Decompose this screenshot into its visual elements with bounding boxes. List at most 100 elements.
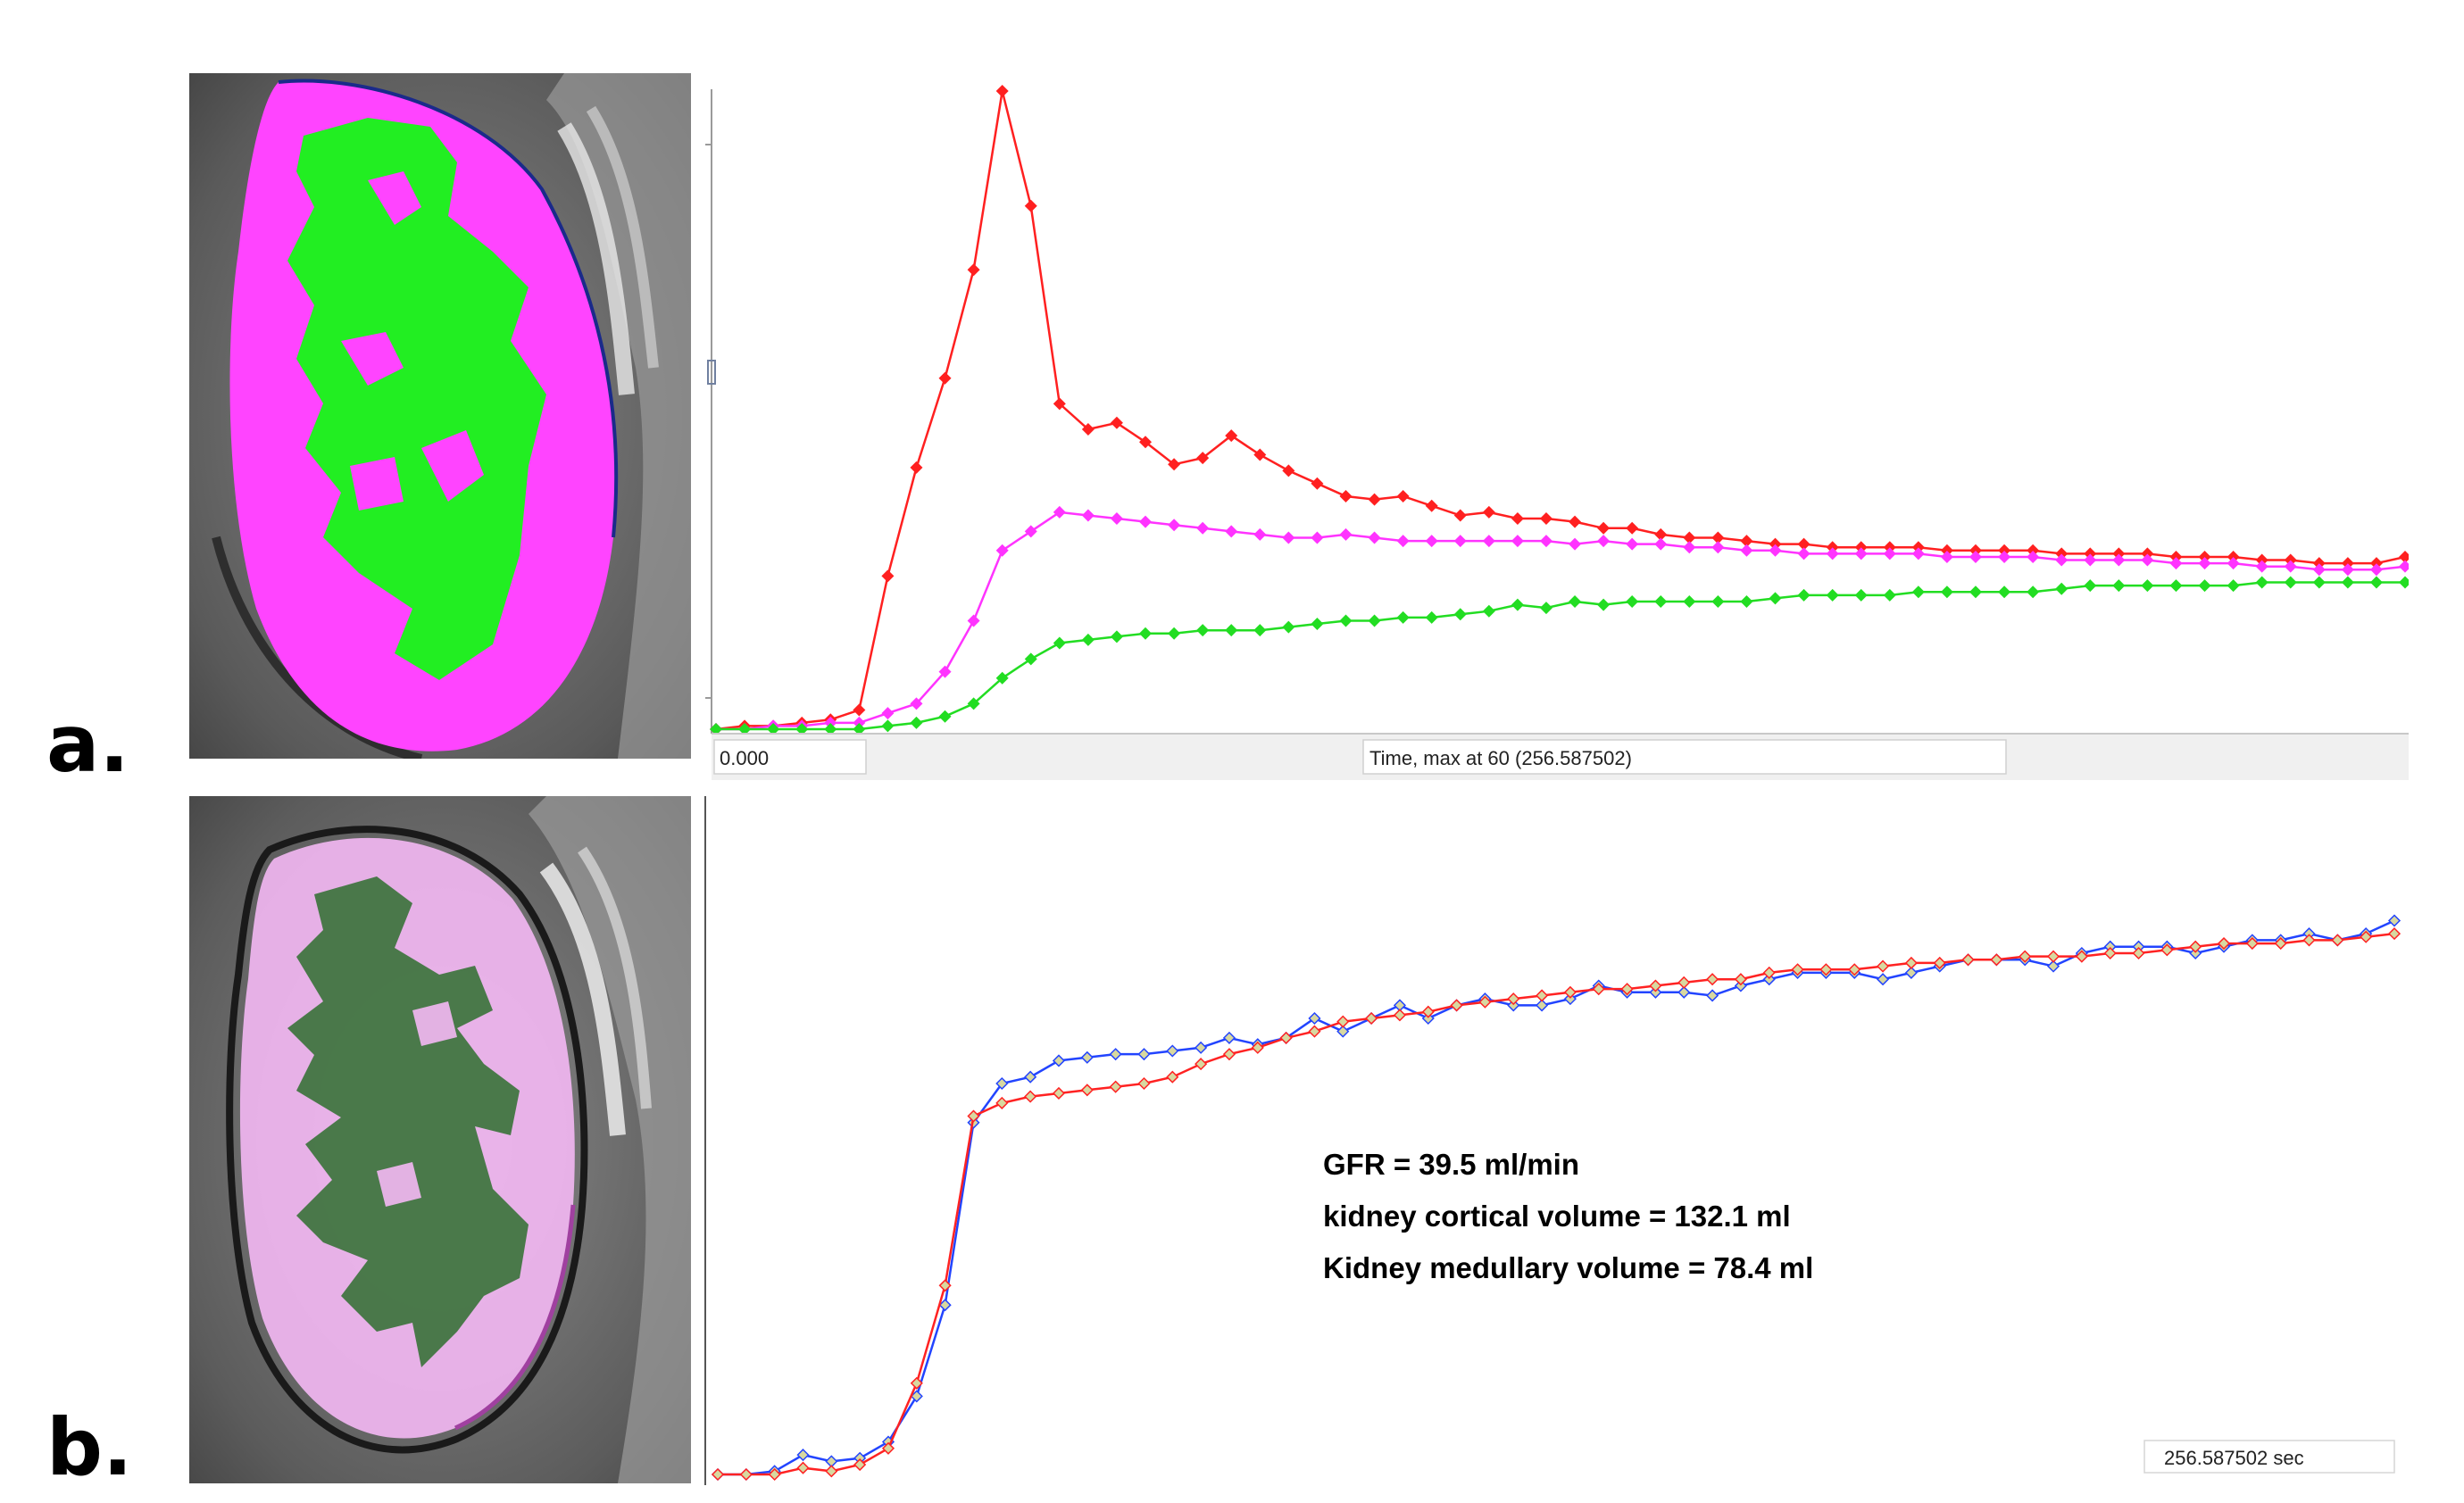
data-point-a-0-50 [2141,547,2154,561]
data-point-a-1-17 [1196,521,1210,535]
data-point-a-1-35 [1711,541,1725,554]
data-point-a-2-41 [1883,588,1896,602]
data-point-b-1-53 [2217,936,2231,951]
data-point-a-2-36 [1740,595,1753,608]
data-point-a-0-34 [1683,531,1696,544]
data-point-b-0-3 [796,1449,810,1462]
data-point-a-0-59 [2399,550,2409,563]
data-point-a-1-13 [1081,509,1095,522]
data-point-a-2-27 [1482,604,1495,618]
data-point-a-2-11 [1024,652,1037,666]
data-point-b-1-1 [739,1467,753,1482]
data-point-b-1-36 [1734,973,1747,986]
data-point-b-1-56 [2302,934,2316,947]
data-point-a-0-57 [2341,557,2354,570]
data-point-a-0-25 [1425,499,1438,512]
data-point-a-1-23 [1368,531,1381,544]
data-point-a-1-31 [1597,535,1611,548]
data-point-a-0-54 [2255,553,2268,567]
kidney-segmentation-overlay-icon [189,796,691,1483]
data-point-b-1-23 [1365,1011,1378,1026]
data-point-a-2-18 [1225,624,1238,637]
data-point-a-0-8 [938,371,952,385]
data-point-a-0-22 [1339,490,1353,503]
data-point-a-0-38 [1797,537,1811,551]
data-point-a-0-20 [1282,464,1295,477]
data-point-b-1-41 [1876,959,1890,973]
data-point-a-0-29 [1539,512,1552,526]
data-point-a-1-41 [1883,547,1896,561]
data-point-b-0-37 [1762,973,1776,986]
data-point-a-2-58 [2369,576,2383,589]
data-point-a-0-13 [1081,422,1095,436]
data-point-a-2-16 [1168,627,1181,640]
data-point-a-1-55 [2284,560,2297,573]
x-start-label: 0.000 [720,747,769,769]
data-point-b-1-10 [995,1096,1009,1109]
data-point-a-1-53 [2227,557,2240,570]
data-point-a-0-47 [2055,547,2069,561]
data-point-a-1-47 [2055,553,2069,567]
chart-a: 0.000 Time, max at 60 (256.587502) [698,73,2409,780]
data-point-a-0-36 [1740,535,1753,548]
data-point-a-2-15 [1139,627,1153,640]
data-point-b-1-37 [1762,966,1776,979]
data-point-a-1-25 [1425,535,1438,548]
data-point-a-2-28 [1511,598,1524,611]
data-point-b-1-39 [1819,963,1833,976]
data-point-a-1-34 [1683,541,1696,554]
data-point-b-0-8 [938,1299,952,1312]
data-point-b-1-26 [1450,999,1463,1012]
data-point-a-2-40 [1854,588,1868,602]
data-point-b-0-47 [2046,959,2060,973]
time-readout: 256.587502 sec [2164,1447,2304,1469]
data-point-b-1-18 [1222,1048,1236,1061]
data-point-b-1-19 [1251,1041,1264,1054]
data-point-a-2-31 [1597,598,1611,611]
data-point-a-1-20 [1282,531,1295,544]
data-point-b-1-11 [1024,1090,1037,1103]
data-point-b-1-51 [2160,943,2174,957]
data-point-b-0-15 [1137,1048,1151,1061]
data-point-a-1-44 [1969,550,1982,563]
data-point-b-1-32 [1620,983,1634,996]
data-point-a-0-52 [2198,550,2211,563]
data-point-b-0-30 [1563,992,1577,1006]
data-point-a-2-39 [1826,588,1839,602]
data-point-b-1-29 [1536,989,1549,1002]
data-point-a-1-59 [2399,560,2409,573]
data-point-a-2-3 [795,723,809,735]
data-point-a-0-7 [910,461,923,474]
data-point-b-1-38 [1791,963,1804,976]
data-point-a-2-51 [2169,579,2183,593]
data-point-b-1-2 [768,1467,781,1482]
data-point-a-1-45 [1998,550,2011,563]
data-point-a-2-32 [1626,595,1639,608]
data-point-a-2-14 [1110,630,1123,644]
data-point-a-0-16 [1168,458,1181,471]
data-point-b-0-42 [1904,966,1918,979]
data-point-b-1-54 [2245,936,2259,951]
y-scroll-handle[interactable] [707,360,716,385]
data-point-a-1-11 [1024,525,1037,538]
data-point-a-2-48 [2084,579,2097,593]
data-point-b-1-44 [1961,953,1975,967]
x-start-field [713,739,867,775]
data-point-a-0-5 [853,703,866,717]
data-point-a-0-17 [1196,452,1210,465]
data-point-a-2-46 [2027,585,2040,599]
data-point-b-1-33 [1649,979,1662,992]
data-point-a-1-37 [1769,544,1782,557]
data-point-a-2-0 [710,723,722,735]
data-point-b-0-21 [1308,1011,1321,1026]
data-point-b-1-5 [853,1457,867,1472]
data-point-a-0-44 [1969,544,1982,557]
data-point-a-0-12 [1053,397,1066,411]
data-point-b-1-50 [2132,946,2145,960]
data-point-a-1-43 [1940,550,1953,563]
data-point-b-1-31 [1592,983,1605,996]
data-point-b-1-34 [1677,976,1691,989]
data-point-a-1-42 [1911,547,1925,561]
data-point-a-0-41 [1883,541,1896,554]
data-point-b-0-36 [1734,979,1747,992]
